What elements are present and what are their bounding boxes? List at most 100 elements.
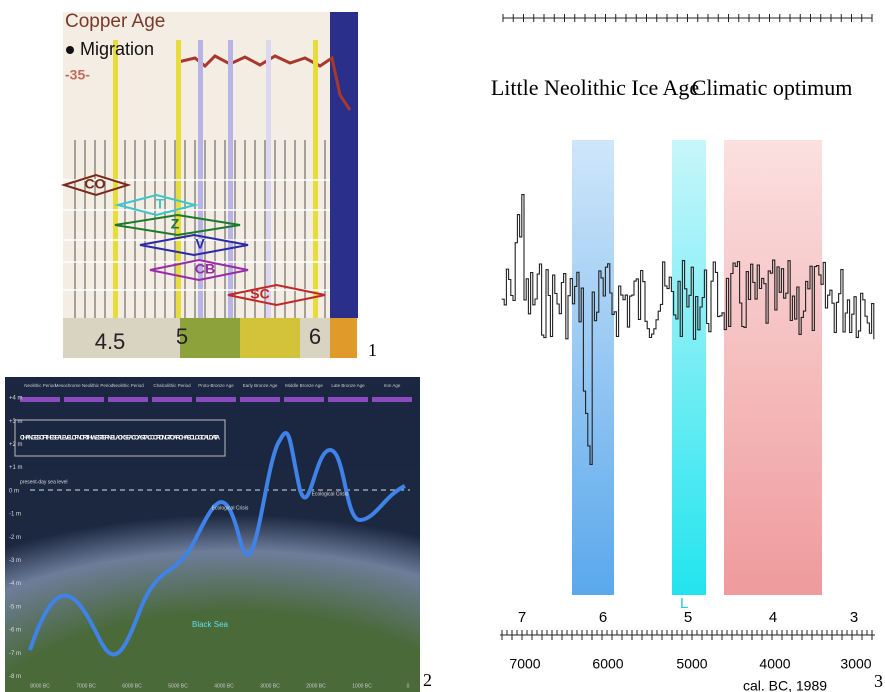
period-bar bbox=[196, 397, 236, 402]
panel-1: Copper Age Migration -35- CO TZV CB SC 4.5 5 6 1 bbox=[60, 11, 377, 360]
top-axis-label: 4 bbox=[769, 609, 777, 626]
period-line bbox=[176, 40, 181, 318]
period-line bbox=[198, 40, 203, 318]
optimum-band bbox=[724, 140, 822, 595]
period-bar bbox=[108, 397, 148, 402]
level-label: -6 m bbox=[9, 628, 21, 634]
period-label: Iron Age bbox=[384, 383, 401, 388]
period-bar bbox=[152, 397, 192, 402]
culture-diamond bbox=[149, 258, 249, 282]
period-label: Mesochrome Neolithic Period bbox=[55, 383, 114, 388]
axis-strip-band bbox=[240, 318, 300, 358]
axis-label: 6 bbox=[309, 324, 321, 349]
level-label: +4 m bbox=[9, 396, 23, 402]
level-label: +2 m bbox=[9, 442, 23, 448]
axis-label: 8000 BC bbox=[30, 683, 50, 689]
earth-image bbox=[5, 470, 420, 692]
axis-label: 7000 BC bbox=[76, 683, 96, 689]
top-axis-label: 3 bbox=[850, 609, 858, 626]
band-label: Little Neolithic Ice Age bbox=[491, 75, 699, 100]
axis-strip-band bbox=[330, 318, 357, 358]
bottom-axis-label: 4000 bbox=[759, 656, 790, 672]
axis-label: 5000 BC bbox=[168, 683, 188, 689]
axis-label: 4000 BC bbox=[214, 683, 234, 689]
cyan-band bbox=[672, 140, 706, 595]
ice-age-band bbox=[572, 140, 614, 595]
culture-label: Z bbox=[171, 216, 180, 232]
period-line bbox=[228, 40, 233, 318]
culture-label: CB bbox=[195, 261, 215, 277]
level-label: -7 m bbox=[9, 651, 21, 657]
period-line bbox=[313, 40, 318, 318]
panel-number: 2 bbox=[423, 670, 432, 690]
present-label: present-day sea level bbox=[20, 479, 68, 485]
level-label: +3 m bbox=[9, 419, 23, 425]
period-label: Middle Bronze Age bbox=[285, 383, 323, 388]
period-line bbox=[113, 40, 118, 318]
axis-label: 3000 BC bbox=[260, 683, 280, 689]
crisis-label: Ecological Crisis bbox=[212, 505, 249, 511]
crisis-label: Ecological Crisis bbox=[312, 491, 349, 497]
level-label: -3 m bbox=[9, 558, 21, 564]
level-label: -4 m bbox=[9, 581, 21, 587]
period-label: Early Bronze Age bbox=[243, 383, 278, 388]
band-label: Climatic optimum bbox=[692, 75, 853, 100]
top-axis-label: 6 bbox=[599, 609, 607, 626]
panel-background bbox=[63, 12, 357, 358]
bottom-axis-label: 5000 bbox=[676, 656, 707, 672]
bottom-axis-label: 3000 bbox=[840, 656, 871, 672]
culture-label: V bbox=[195, 236, 205, 252]
period-bar bbox=[240, 397, 280, 402]
level-label: -2 m bbox=[9, 535, 21, 541]
axis-label: 6000 BC bbox=[122, 683, 142, 689]
sea-label: Black Sea bbox=[192, 620, 229, 629]
title: Copper Age bbox=[65, 11, 165, 32]
culture-diamond bbox=[227, 283, 326, 307]
proxy-record bbox=[501, 194, 875, 465]
level-label: 0 m bbox=[9, 488, 19, 494]
level-label: -8 m bbox=[9, 674, 21, 680]
level-label: -5 m bbox=[9, 604, 21, 610]
bottom-axis-label: 6000 bbox=[592, 656, 623, 672]
culture-diamond bbox=[114, 193, 199, 217]
band-marker: L bbox=[680, 595, 688, 612]
panel-number: 3 bbox=[874, 671, 883, 691]
culture-diamond bbox=[60, 173, 132, 197]
top-axis-label: 5 bbox=[684, 609, 692, 626]
axis-label: 2000 BC bbox=[306, 683, 326, 689]
axis-label: 0 bbox=[407, 683, 410, 689]
legend-label: Migration bbox=[80, 39, 154, 59]
culture-label: SC bbox=[250, 286, 269, 302]
marker-label: -35- bbox=[65, 67, 90, 83]
period-bar bbox=[328, 397, 368, 402]
axis-label: 5 bbox=[176, 324, 188, 349]
period-line bbox=[266, 40, 271, 318]
culture-diamond bbox=[139, 233, 249, 257]
period-bar bbox=[284, 397, 324, 402]
period-label: Late Bronze Age bbox=[331, 383, 365, 388]
axis-strip-band bbox=[180, 318, 240, 358]
axis-label: 4.5 bbox=[95, 329, 126, 354]
period-label: Neolithic Period bbox=[112, 383, 144, 388]
period-label: Proto-Bronze Age bbox=[198, 383, 234, 388]
title-box bbox=[14, 419, 226, 457]
bottom-axis-label: 7000 bbox=[509, 656, 540, 672]
top-axis-label: 7 bbox=[518, 609, 526, 626]
period-bar bbox=[64, 397, 104, 402]
panel-number: 1 bbox=[368, 340, 377, 360]
sea-level-curve bbox=[28, 431, 406, 657]
period-bar bbox=[372, 397, 412, 402]
axis-label: 1000 BC bbox=[352, 683, 372, 689]
period-label: Chalcolithic Period bbox=[153, 383, 191, 388]
axis-caption: cal. BC, 1989 bbox=[743, 678, 827, 692]
period-label: Neolithic Period bbox=[24, 383, 56, 388]
legend-dot bbox=[66, 46, 74, 54]
culture-label: T bbox=[156, 196, 165, 212]
dark-band bbox=[330, 12, 358, 318]
period-bar bbox=[20, 397, 60, 402]
culture-diamond bbox=[114, 213, 241, 237]
chart-title: CHANGES OF THE SEA LEVEL OF NORTH-WESTER… bbox=[20, 436, 221, 442]
